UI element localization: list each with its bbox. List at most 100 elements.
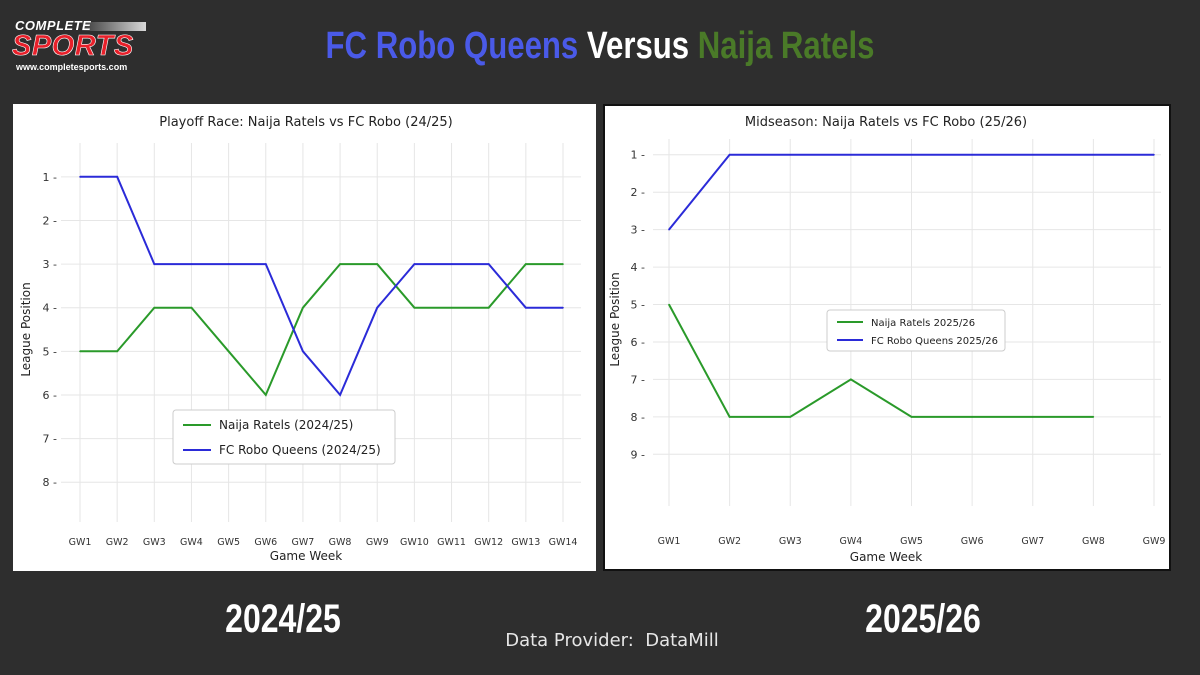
y-tick-label: 7 -: [43, 433, 57, 446]
x-tick-label: GW3: [779, 536, 802, 547]
x-axis-label: Game Week: [850, 550, 922, 564]
data-point-naija-ratels-2025-26: [728, 416, 731, 418]
data-point-fc-robo-queens-2024-25: [376, 306, 379, 309]
data-point-naija-ratels-2025-26: [1031, 416, 1034, 418]
y-tick-label: 6 -: [631, 336, 645, 349]
y-tick-label: 5 -: [43, 345, 57, 358]
data-point-fc-robo-queens-2025-26: [1153, 153, 1155, 156]
y-tick-label: 7 -: [631, 373, 645, 386]
legend-entry: Naija Ratels (2024/25): [219, 418, 353, 432]
data-point-naija-ratels-2024-25: [413, 306, 416, 309]
legend-entry: FC Robo Queens 2025/26: [871, 336, 998, 347]
x-tick-label: GW3: [143, 537, 166, 548]
complete-sports-logo: COMPLETE SPORTS www.completesports.com: [12, 18, 148, 74]
y-tick-label: 8 -: [43, 476, 57, 489]
data-point-naija-ratels-2024-25: [116, 350, 118, 353]
series-line-naija-ratels-2025-26: [668, 304, 1094, 418]
data-point-naija-ratels-2024-25: [450, 306, 453, 309]
data-point-fc-robo-queens-2024-25: [264, 263, 267, 265]
logo-line1: COMPLETE: [15, 18, 92, 33]
data-point-fc-robo-queens-2025-26: [850, 153, 852, 156]
data-provider-credit: Data Provider: DataMill: [505, 630, 719, 651]
data-point-naija-ratels-2025-26: [668, 303, 670, 306]
y-tick-label: 5 -: [631, 299, 645, 312]
data-point-fc-robo-queens-2025-26: [728, 153, 731, 156]
x-tick-label: GW2: [718, 536, 741, 547]
x-tick-label: GW8: [1082, 536, 1105, 547]
data-point-fc-robo-queens-2024-25: [487, 263, 490, 265]
data-point-fc-robo-queens-2024-25: [302, 350, 304, 353]
chart-title: Playoff Race: Naija Ratels vs FC Robo (2…: [159, 115, 453, 130]
y-tick-label: 1 -: [43, 171, 57, 184]
legend-entry: Naija Ratels 2025/26: [871, 318, 975, 329]
chart-panel-2025-26: Midseason: Naija Ratels vs FC Robo (25/2…: [603, 104, 1171, 571]
logo-url: www.completesports.com: [16, 62, 128, 72]
title-team-b: Naija Ratels: [697, 25, 875, 67]
data-point-fc-robo-queens-2024-25: [562, 306, 564, 309]
x-tick-label: GW4: [839, 536, 862, 547]
data-point-fc-robo-queens-2024-25: [153, 263, 156, 265]
data-point-naija-ratels-2024-25: [227, 350, 230, 353]
data-point-fc-robo-queens-2025-26: [910, 153, 913, 156]
x-tick-label: GW7: [292, 537, 315, 548]
y-tick-label: 4 -: [631, 261, 645, 274]
page-title: FC Robo Queens Versus Naija Ratels: [108, 25, 1092, 68]
data-point-fc-robo-queens-2024-25: [190, 263, 193, 265]
data-point-fc-robo-queens-2025-26: [971, 153, 973, 156]
x-tick-label: GW10: [400, 537, 429, 548]
x-tick-label: GW14: [549, 537, 578, 548]
y-tick-label: 6 -: [43, 389, 57, 402]
data-point-naija-ratels-2024-25: [487, 306, 490, 309]
data-point-fc-robo-queens-2025-26: [1092, 153, 1095, 156]
chart-panel-2024-25: Playoff Race: Naija Ratels vs FC Robo (2…: [13, 104, 596, 571]
x-tick-label: GW2: [106, 537, 129, 548]
y-tick-label: 1 -: [631, 149, 645, 162]
chart-title: Midseason: Naija Ratels vs FC Robo (25/2…: [745, 115, 1027, 130]
x-tick-label: GW5: [900, 536, 923, 547]
x-tick-label: GW9: [1143, 536, 1166, 547]
data-point-fc-robo-queens-2025-26: [668, 228, 670, 231]
data-point-naija-ratels-2025-26: [850, 378, 852, 381]
data-point-naija-ratels-2024-25: [79, 350, 81, 353]
y-tick-label: 2 -: [631, 186, 645, 199]
data-point-naija-ratels-2025-26: [1092, 416, 1095, 418]
data-point-fc-robo-queens-2024-25: [450, 263, 453, 265]
data-point-naija-ratels-2024-25: [562, 263, 564, 265]
y-tick-label: 3 -: [43, 258, 57, 271]
data-point-fc-robo-queens-2024-25: [339, 394, 341, 396]
data-point-naija-ratels-2024-25: [339, 263, 341, 265]
data-point-naija-ratels-2024-25: [302, 306, 304, 309]
data-point-naija-ratels-2024-25: [153, 306, 156, 309]
data-point-naija-ratels-2024-25: [264, 394, 267, 396]
x-tick-label: GW4: [180, 537, 203, 548]
x-tick-label: GW5: [217, 537, 240, 548]
data-point-naija-ratels-2025-26: [789, 416, 792, 418]
y-tick-label: 3 -: [631, 224, 645, 237]
data-point-fc-robo-queens-2025-26: [789, 153, 792, 156]
logo-bar: [82, 22, 146, 31]
data-point-fc-robo-queens-2025-26: [1031, 153, 1034, 156]
season-label-2025-26: 2025/26: [865, 597, 981, 641]
data-point-naija-ratels-2025-26: [971, 416, 973, 418]
data-point-naija-ratels-2024-25: [190, 306, 193, 309]
x-tick-label: GW1: [658, 536, 681, 547]
x-tick-label: GW9: [366, 537, 389, 548]
y-axis-label: League Position: [608, 272, 622, 366]
y-tick-label: 2 -: [43, 214, 57, 227]
x-tick-label: GW13: [511, 537, 540, 548]
data-point-naija-ratels-2025-26: [910, 416, 913, 418]
chart-2024-25: Playoff Race: Naija Ratels vs FC Robo (2…: [19, 115, 581, 563]
x-tick-label: GW11: [437, 537, 466, 548]
data-point-naija-ratels-2024-25: [525, 263, 527, 265]
y-tick-label: 9 -: [631, 448, 645, 461]
data-point-naija-ratels-2024-25: [376, 263, 379, 265]
title-team-a: FC Robo Queens: [325, 25, 579, 67]
y-axis-label: League Position: [19, 282, 33, 376]
x-tick-label: GW8: [329, 537, 352, 548]
legend-entry: FC Robo Queens (2024/25): [219, 443, 381, 457]
data-point-fc-robo-queens-2024-25: [525, 306, 527, 309]
x-tick-label: GW6: [961, 536, 984, 547]
logo-line2: SPORTS: [12, 30, 134, 63]
y-tick-label: 4 -: [43, 302, 57, 315]
season-label-2024-25: 2024/25: [225, 597, 341, 641]
